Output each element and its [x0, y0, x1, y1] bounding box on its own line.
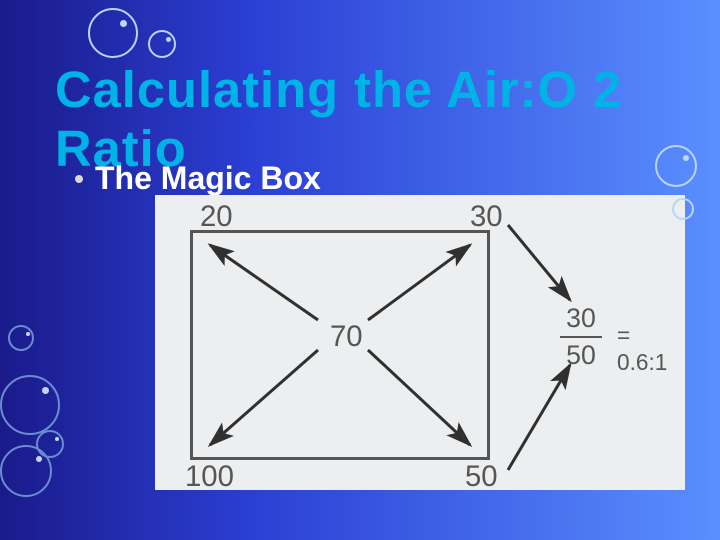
bubble-icon	[672, 198, 694, 220]
diagram-arrow	[368, 245, 470, 320]
bubble-highlight-icon	[26, 332, 30, 336]
bubble-icon	[148, 30, 176, 58]
bubble-icon	[0, 445, 52, 497]
fraction-numerator: 30	[566, 305, 596, 332]
diagram-arrow	[210, 245, 318, 320]
diagram-arrows	[155, 195, 685, 490]
bubble-icon	[655, 145, 697, 187]
diagram-arrow	[508, 225, 570, 300]
ratio-fraction: 30 50	[560, 305, 602, 368]
diagram-arrow	[368, 350, 470, 445]
bubble-highlight-icon	[42, 387, 49, 394]
bubble-highlight-icon	[120, 20, 127, 27]
bullet-dot-icon	[75, 175, 83, 183]
bullet-row: The Magic Box	[75, 160, 321, 197]
bubble-highlight-icon	[683, 155, 689, 161]
magic-box-diagram: 20 30 70 100 50 30 50 = 0.6:1	[155, 195, 685, 490]
bubble-icon	[8, 325, 34, 351]
bullet-text: The Magic Box	[95, 160, 321, 197]
fraction-denominator: 50	[566, 342, 596, 369]
diagram-arrow	[508, 365, 570, 470]
bubble-icon	[88, 8, 138, 58]
ratio-result: = 0.6:1	[617, 322, 685, 376]
bubble-highlight-icon	[36, 456, 42, 462]
bubble-highlight-icon	[55, 437, 59, 441]
bubble-highlight-icon	[166, 37, 171, 42]
diagram-arrow	[210, 350, 318, 445]
fraction-bar-icon	[560, 336, 602, 338]
bubble-icon	[0, 375, 60, 435]
